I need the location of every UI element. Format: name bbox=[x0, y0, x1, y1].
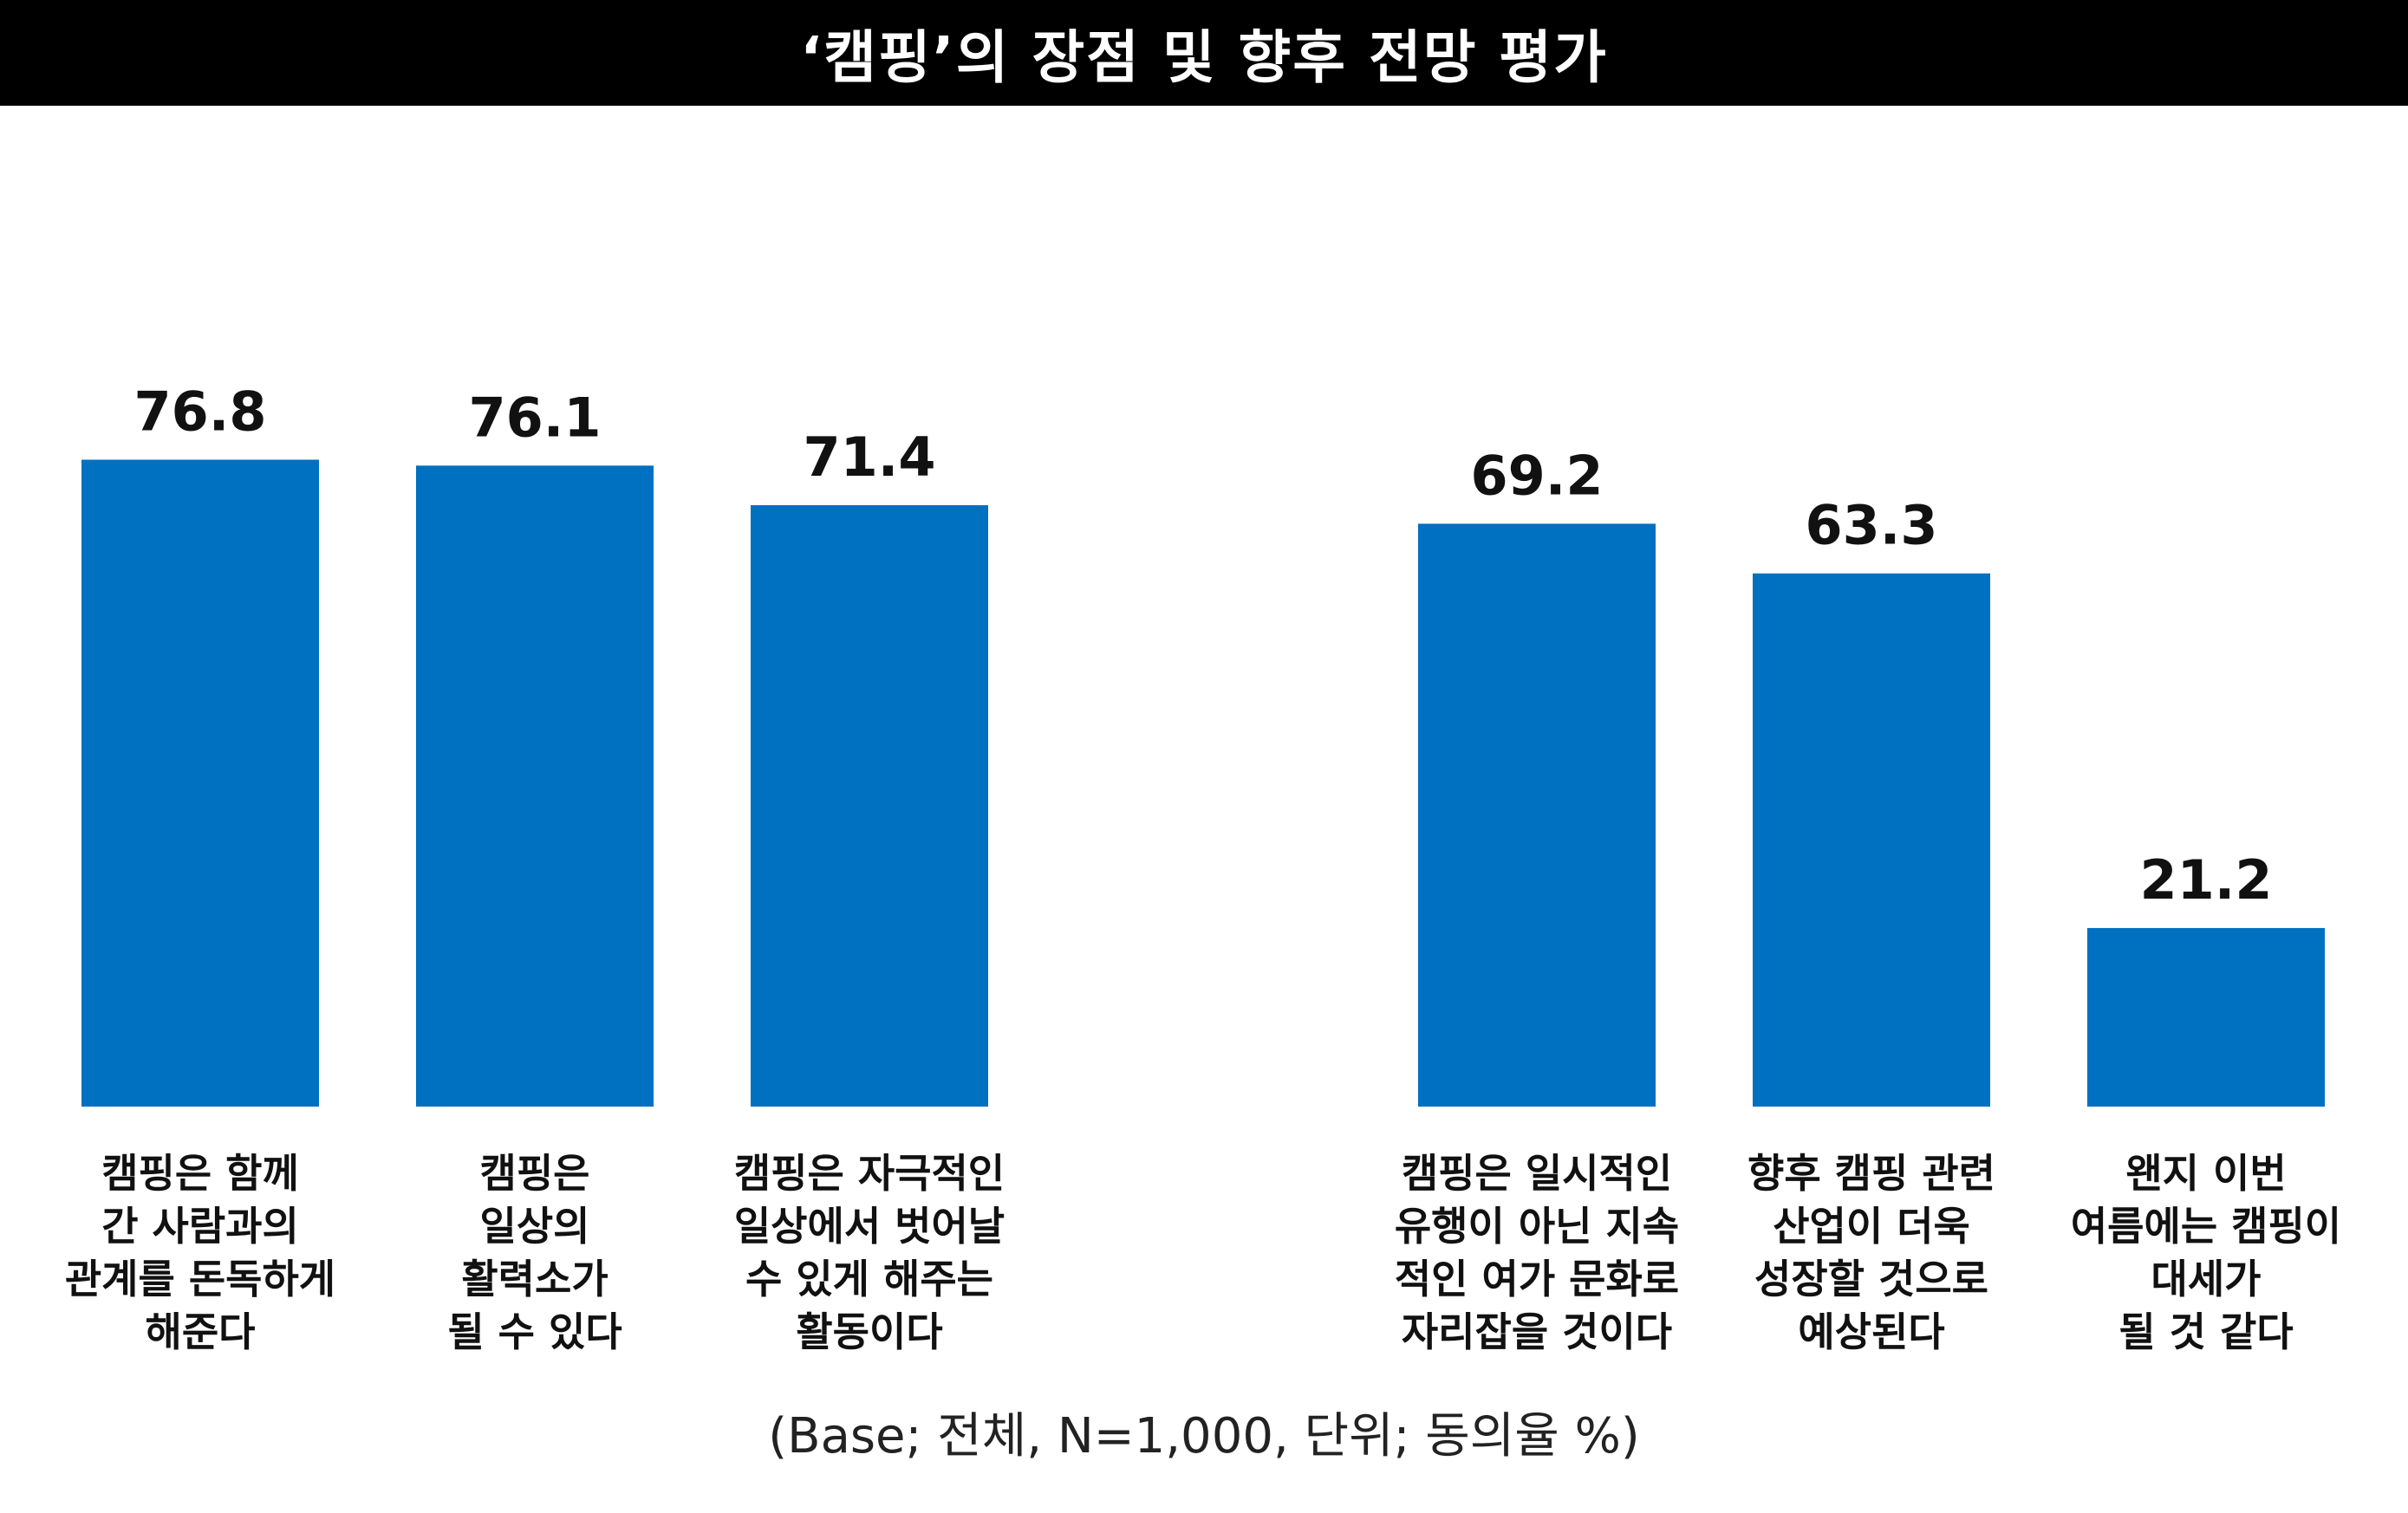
category-label-3-line-4: 활동이다 bbox=[796, 1308, 942, 1355]
bar-5 bbox=[1753, 573, 1990, 1107]
category-label-3-line-3: 수 있게 해주는 bbox=[745, 1256, 993, 1302]
chart-title: ‘캠핑’의 장점 및 향후 전망 평가 bbox=[800, 24, 1608, 91]
category-label-1-line-2: 간 사람과의 bbox=[101, 1203, 299, 1250]
value-labels-layer: 76.8 76.1 71.4 69.2 63.3 21.2 bbox=[134, 380, 2273, 912]
value-label-1: 76.8 bbox=[134, 380, 267, 444]
category-label-4-line-1: 캠핑은 일시적인 bbox=[1402, 1150, 1672, 1197]
category-label-4-line-4: 자리잡을 것이다 bbox=[1402, 1308, 1672, 1355]
value-label-4: 69.2 bbox=[1471, 444, 1604, 507]
category-label-2-line-4: 될 수 있다 bbox=[447, 1308, 622, 1355]
bar-3 bbox=[751, 504, 988, 1107]
category-label-5-line-3: 성장할 것으로 bbox=[1754, 1256, 1988, 1302]
category-label-1-line-1: 캠핑은 함께 bbox=[101, 1150, 299, 1197]
value-label-6: 21.2 bbox=[2140, 848, 2273, 912]
value-label-5: 63.3 bbox=[1806, 494, 1938, 557]
category-label-6-line-4: 될 것 같다 bbox=[2118, 1308, 2293, 1355]
category-label-6-line-3: 대세가 bbox=[2151, 1256, 2262, 1302]
bar-1 bbox=[81, 459, 319, 1107]
bar-4 bbox=[1418, 523, 1656, 1107]
category-label-1-line-3: 관계를 돈독하게 bbox=[65, 1256, 335, 1302]
category-label-5-line-2: 산업이 더욱 bbox=[1773, 1203, 1970, 1250]
category-label-2-line-3: 활력소가 bbox=[461, 1256, 608, 1302]
category-label-4-line-2: 유행이 아닌 지속 bbox=[1395, 1203, 1679, 1250]
category-label-2-line-1: 캠핑은 bbox=[480, 1150, 590, 1197]
category-label-6-line-2: 여름에는 캠핑이 bbox=[2071, 1203, 2341, 1250]
bars-layer bbox=[81, 459, 2325, 1107]
footnote: (Base; 전체, N=1,000, 단위; 동의율 %) bbox=[768, 1408, 1640, 1464]
category-label-3-line-2: 일상에서 벗어날 bbox=[734, 1203, 1005, 1250]
value-label-2: 76.1 bbox=[469, 386, 602, 449]
category-label-1-line-4: 해준다 bbox=[146, 1308, 256, 1355]
category-label-2-line-2: 일상의 bbox=[480, 1203, 590, 1250]
category-label-5-line-4: 예상된다 bbox=[1798, 1308, 1944, 1355]
category-label-6-line-1: 왠지 이번 bbox=[2125, 1150, 2286, 1197]
bar-6 bbox=[2087, 927, 2325, 1107]
category-label-4-line-3: 적인 여가 문화로 bbox=[1395, 1256, 1679, 1302]
title-bar: ‘캠핑’의 장점 및 향후 전망 평가 bbox=[0, 0, 2408, 106]
category-label-3-line-1: 캠핑은 자극적인 bbox=[734, 1150, 1005, 1197]
value-label-3: 71.4 bbox=[804, 425, 936, 489]
category-label-5-line-1: 향후 캠핑 관련 bbox=[1747, 1150, 1995, 1197]
bar-2 bbox=[416, 465, 654, 1107]
